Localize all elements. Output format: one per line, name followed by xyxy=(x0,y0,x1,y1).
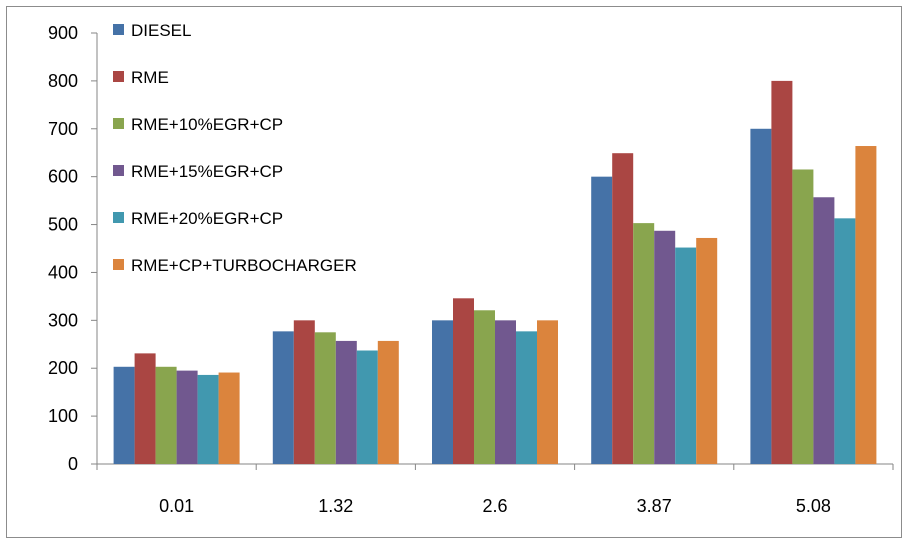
bar xyxy=(855,146,877,465)
x-tick-label: 2.6 xyxy=(482,496,507,516)
bar xyxy=(474,310,495,464)
legend-swatch xyxy=(113,71,124,82)
y-tick-label: 200 xyxy=(48,358,78,378)
y-tick-label: 0 xyxy=(68,454,78,474)
x-tick-label: 3.87 xyxy=(637,496,672,516)
bar xyxy=(834,218,856,464)
y-tick-label: 400 xyxy=(48,262,78,282)
x-tick-label: 5.08 xyxy=(796,496,831,516)
y-tick-label: 300 xyxy=(48,310,78,330)
bar xyxy=(591,176,613,464)
bar xyxy=(495,320,516,464)
bar xyxy=(197,374,219,464)
legend-swatch xyxy=(113,118,124,129)
bar xyxy=(432,320,453,464)
y-tick-label: 500 xyxy=(48,215,78,235)
bar xyxy=(633,223,655,464)
bar xyxy=(654,230,676,464)
bar xyxy=(377,340,399,464)
legend-label: RME+CP+TURBOCHARGER xyxy=(131,256,357,275)
legend-label: RME+15%EGR+CP xyxy=(131,162,283,181)
legend-swatch xyxy=(113,212,124,223)
legend-swatch xyxy=(113,165,124,176)
x-tick-label: 0.01 xyxy=(159,496,194,516)
legend-swatch xyxy=(113,259,124,270)
y-tick-label: 700 xyxy=(48,119,78,139)
legend: DIESEL RME RME+10%EGR+CP RME+15%EGR+CP RME+2… xyxy=(113,21,357,275)
bar xyxy=(134,353,156,464)
bar xyxy=(272,331,294,464)
bar xyxy=(335,340,357,464)
bar xyxy=(771,80,793,464)
bars xyxy=(113,80,877,465)
bar xyxy=(155,366,177,464)
bar xyxy=(293,320,315,464)
legend-label: RME+10%EGR+CP xyxy=(131,115,283,134)
legend-label: DIESEL xyxy=(131,21,191,40)
y-tick-label: 900 xyxy=(48,23,78,43)
bar xyxy=(516,331,537,464)
bar xyxy=(792,169,814,464)
axes: 0 100 200 300 400 500 600 700 800 900 0.01 1.32 2.6 3… xyxy=(48,23,894,516)
bar xyxy=(750,128,772,464)
bar xyxy=(314,332,336,464)
bar xyxy=(113,366,135,464)
y-tick-label: 100 xyxy=(48,406,78,426)
legend-swatch xyxy=(113,24,124,35)
bar xyxy=(537,320,558,464)
y-tick-label: 600 xyxy=(48,167,78,187)
bar xyxy=(453,298,474,464)
bar xyxy=(813,197,835,464)
legend-label: RME xyxy=(131,68,169,87)
bar xyxy=(675,247,697,464)
legend-label: RME+20%EGR+CP xyxy=(131,209,283,228)
x-tick-label: 1.32 xyxy=(318,496,353,516)
bar xyxy=(218,372,240,464)
bar xyxy=(176,370,198,464)
bar xyxy=(696,237,718,464)
bar xyxy=(356,350,378,464)
bar xyxy=(612,153,634,464)
y-tick-label: 800 xyxy=(48,71,78,91)
